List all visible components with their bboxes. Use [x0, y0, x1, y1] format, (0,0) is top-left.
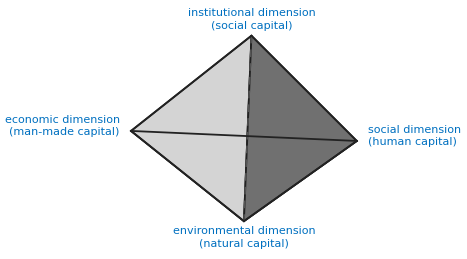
Text: institutional dimension
(social capital): institutional dimension (social capital)	[188, 8, 315, 31]
Polygon shape	[131, 131, 357, 221]
Text: environmental dimension
(natural capital): environmental dimension (natural capital…	[173, 226, 315, 249]
Text: economic dimension
(man-made capital): economic dimension (man-made capital)	[5, 114, 120, 137]
Polygon shape	[131, 36, 251, 221]
Polygon shape	[244, 36, 357, 221]
Text: social dimension
(human capital): social dimension (human capital)	[368, 125, 461, 147]
